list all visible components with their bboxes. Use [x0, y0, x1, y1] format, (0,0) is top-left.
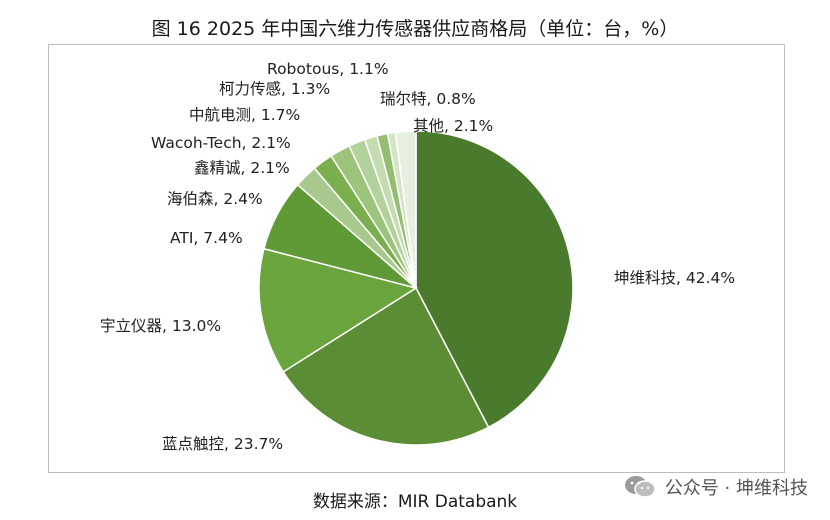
watermark: 公众号 · 坤维科技	[623, 474, 808, 500]
slice-label-7: Wacoh-Tech, 2.1%	[151, 134, 291, 152]
slice-label-3: 宇立仪器, 13.0%	[100, 317, 221, 335]
wechat-icon	[623, 474, 657, 500]
slice-label-4: ATI, 7.4%	[170, 229, 243, 247]
slice-label-9: 柯力传感, 1.3%	[219, 80, 330, 98]
slice-label-2: 蓝点触控, 23.7%	[162, 435, 283, 453]
pie-chart: 坤维科技, 42.4% 蓝点触控, 23.7% 宇立仪器, 13.0% ATI, 7.…	[100, 60, 735, 453]
pie-slice-1	[415, 130, 574, 429]
chart-frame: 坤维科技, 42.4% 蓝点触控, 23.7% 宇立仪器, 13.0% ATI, 7.…	[48, 44, 785, 473]
watermark-text: 公众号 · 坤维科技	[664, 478, 808, 499]
slice-label-5: 海伯森, 2.4%	[167, 190, 263, 208]
slice-label-10: Robotous, 1.1%	[267, 60, 389, 78]
slice-label-1: 坤维科技, 42.4%	[614, 269, 735, 287]
slice-label-11: 瑞尔特, 0.8%	[380, 90, 476, 108]
slice-label-12: 其他, 2.1%	[413, 117, 493, 135]
figure-title: 图 16 2025 年中国六维力传感器供应商格局（单位：台，%）	[151, 18, 679, 40]
pie-slice-3	[258, 247, 418, 373]
slice-label-6: 鑫精诚, 2.1%	[194, 159, 290, 177]
source-note: 数据来源：MIR Databank	[312, 492, 518, 512]
pie-slice-12	[394, 130, 417, 289]
slice-label-8: 中航电测, 1.7%	[189, 106, 300, 124]
pie-slice-2	[282, 286, 490, 446]
